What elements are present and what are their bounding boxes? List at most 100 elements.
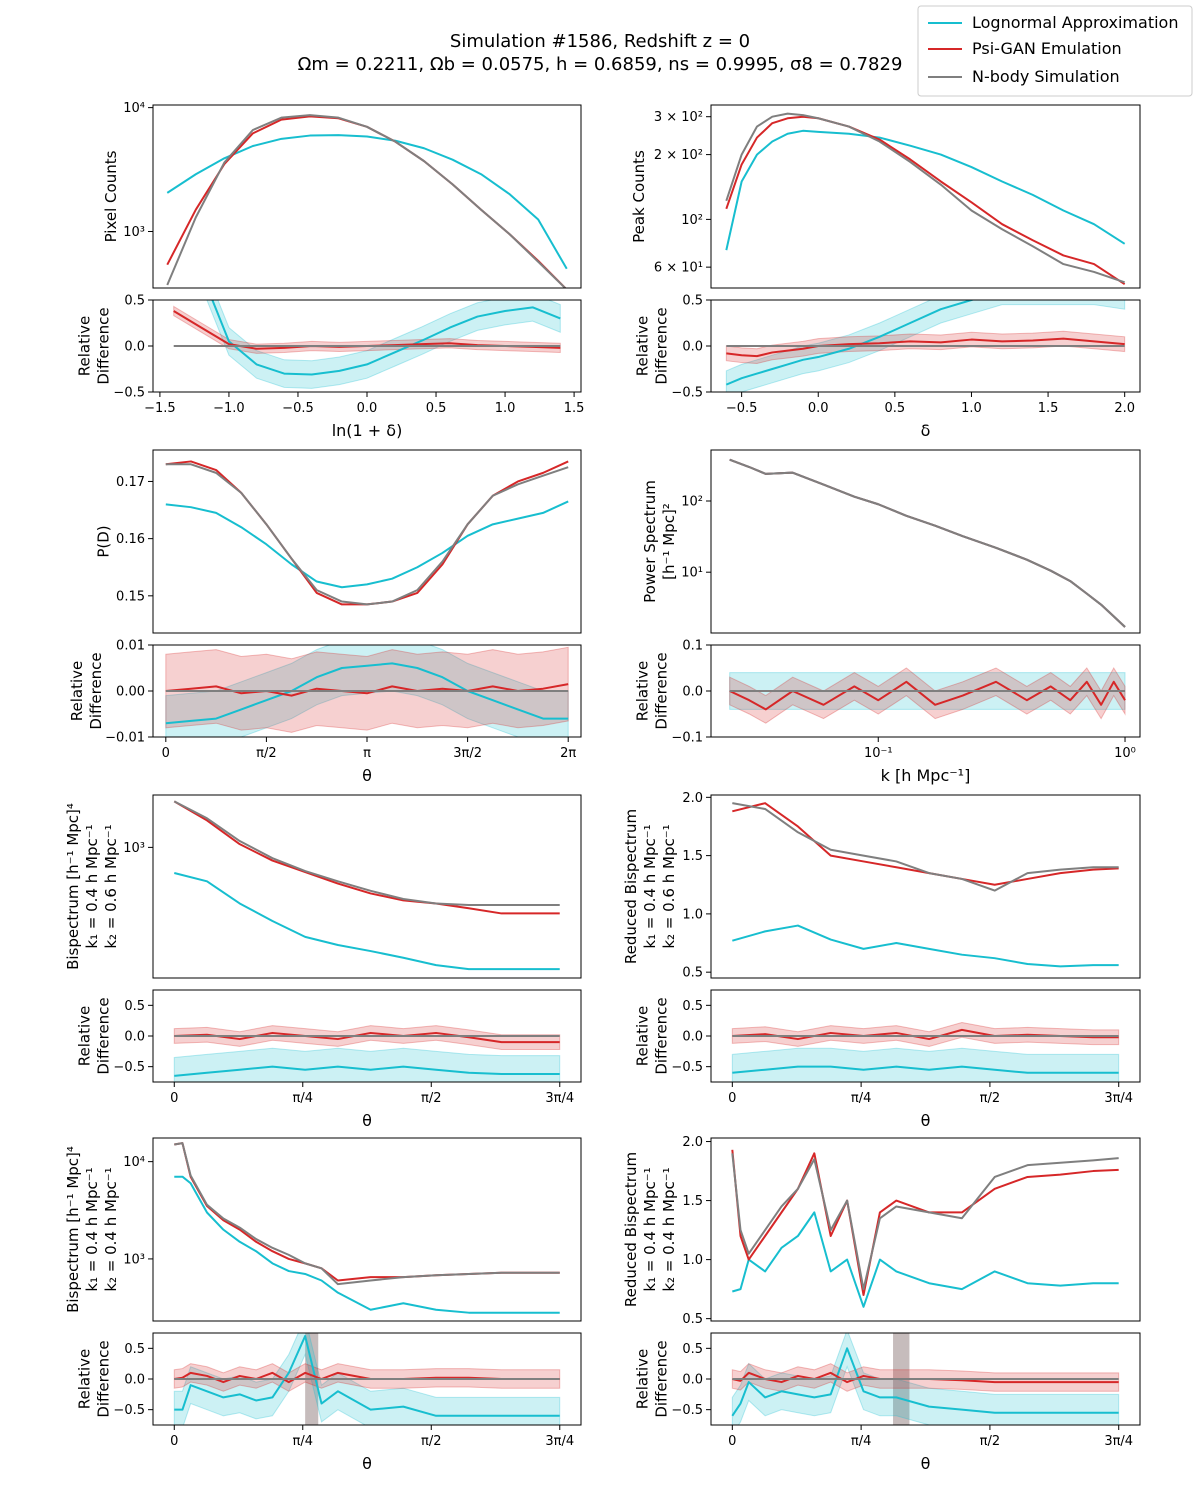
bispectrum-06-line-psigan bbox=[173, 800, 560, 915]
pixel-counts-rel-xlabel: ln(1 + δ) bbox=[332, 421, 403, 440]
bispectrum-04-rel-ytick-label: −0.5 bbox=[113, 1403, 145, 1418]
reduced-bispectrum-06-ylabel: k₁ = 0.4 h Mpc⁻¹ bbox=[641, 824, 659, 948]
reduced-bispectrum-04-rel-xtick-label: π/2 bbox=[980, 1434, 1000, 1449]
peak-counts-rel-line-psigan bbox=[726, 337, 1125, 358]
pixel-counts-rel-xtick-label: −0.5 bbox=[282, 401, 314, 416]
reduced-bispectrum-06-rel-band-psigan bbox=[731, 1021, 1120, 1047]
pd-rel-line-lognormal bbox=[165, 662, 569, 725]
bispectrum-04-line-lognormal bbox=[174, 1175, 560, 1314]
bispectrum-06-rel-line-lognormal bbox=[174, 1065, 560, 1077]
reduced-bispectrum-04-rel-ytick-label: 0.0 bbox=[682, 1373, 703, 1388]
pd-rel-xtick-label: π bbox=[363, 746, 371, 761]
bispectrum-04-rel-ytick-label: 0.0 bbox=[124, 1373, 145, 1388]
bispectrum-04-ylabel: k₁ = 0.4 h Mpc⁻¹ bbox=[83, 1167, 101, 1291]
bispectrum-06-line-nbody bbox=[173, 800, 560, 907]
legend-label-psigan: Psi-GAN Emulation bbox=[972, 39, 1122, 58]
reduced-bispectrum-04-rel-xtick-label: 0 bbox=[728, 1434, 736, 1449]
reduced-bispectrum-04-frame bbox=[710, 1137, 1141, 1322]
pixel-counts-rel-xtick-label: 1.0 bbox=[495, 401, 516, 416]
bispectrum-06-rel-panel: −0.5 0.0 0.5 0 π/4 π/2 3π/4 Relative Difference θ bbox=[76, 989, 582, 1130]
bispectrum-04-rel-xtick-label: 3π/4 bbox=[545, 1434, 574, 1449]
bispectrum-04-frame bbox=[152, 1137, 582, 1322]
power-spectrum-panel: 10¹ 10² Power Spectrum [h⁻¹ Mpc]² bbox=[641, 449, 1141, 634]
power-spectrum-rel-plot-area bbox=[729, 667, 1126, 724]
reduced-bispectrum-06-rel-ytick-label: 0.0 bbox=[682, 1030, 703, 1045]
bispectrum-04-rel-xlabel: θ bbox=[362, 1454, 372, 1473]
legend-frame bbox=[917, 5, 1193, 97]
power-spectrum-ytick-label: 10¹ bbox=[681, 566, 703, 581]
pd-ytick-label: 0.15 bbox=[116, 589, 145, 604]
bispectrum-04-rel-ytick-label: 0.5 bbox=[124, 1342, 145, 1357]
peak-counts-ytick-label: 6 × 10¹ bbox=[654, 261, 703, 276]
power-spectrum-rel-ylabel: Relative bbox=[634, 661, 652, 722]
pd-line-lognormal bbox=[165, 500, 569, 589]
bispectrum-06-rel-band-psigan bbox=[173, 1025, 561, 1050]
bispectrum-06-rel-ytick-label: 0.0 bbox=[124, 1030, 145, 1045]
pd-panel: 0.15 0.16 0.17 P(D) bbox=[95, 449, 582, 634]
reduced-bispectrum-04-line-lognormal bbox=[732, 1211, 1119, 1308]
reduced-bispectrum-06-rel-plot-area bbox=[731, 1021, 1120, 1082]
reduced-bispectrum-06-ylabel: Reduced Bispectrum bbox=[622, 809, 640, 964]
peak-counts-panel: 6 × 10¹ 10² 2 × 10² 3 × 10² Peak Counts bbox=[630, 104, 1141, 289]
reduced-bispectrum-06-line-lognormal bbox=[732, 924, 1119, 968]
peak-counts-ytick-label: 3 × 10² bbox=[654, 110, 703, 125]
pd-rel-xtick-label: 3π/2 bbox=[453, 746, 482, 761]
bispectrum-04-rel-line-psigan bbox=[174, 1371, 560, 1384]
pixel-counts-line-lognormal bbox=[166, 134, 568, 270]
bispectrum-04-ylabel: k₂ = 0.4 h Mpc⁻¹ bbox=[102, 1167, 120, 1291]
bispectrum-04-rel-ylabel: Difference bbox=[95, 1340, 113, 1417]
reduced-bispectrum-04-rel-panel: −0.5 0.0 0.5 0 π/4 π/2 3π/4 Relative Difference θ bbox=[634, 1332, 1141, 1473]
reduced-bispectrum-04-rel-ylabel: Relative bbox=[634, 1349, 652, 1410]
bispectrum-04-ytick-label: 10³ bbox=[123, 1252, 145, 1267]
pd-rel-ytick-label: −0.01 bbox=[105, 731, 145, 746]
reduced-bispectrum-06-rel-xtick-label: π/2 bbox=[980, 1091, 1000, 1106]
power-spectrum-rel-xlabel: k [h Mpc⁻¹] bbox=[881, 766, 971, 785]
power-spectrum-line-nbody bbox=[729, 458, 1126, 628]
bispectrum-06-line-lognormal bbox=[174, 872, 560, 971]
reduced-bispectrum-04-rel-ytick-label: 0.5 bbox=[682, 1342, 703, 1357]
reduced-bispectrum-06-rel-ytick-label: −0.5 bbox=[671, 1060, 703, 1075]
reduced-bispectrum-04-ylabel: k₂ = 0.4 h Mpc⁻¹ bbox=[660, 1167, 678, 1291]
legend-label-nbody: N-body Simulation bbox=[972, 67, 1120, 86]
bispectrum-04-rel-panel: −0.5 0.0 0.5 0 π/4 π/2 3π/4 Relative Difference θ bbox=[76, 1332, 582, 1473]
bispectrum-06-rel-ytick-label: −0.5 bbox=[113, 1060, 145, 1075]
pd-rel-plot-area bbox=[165, 645, 569, 737]
reduced-bispectrum-04-ytick-label: 0.5 bbox=[682, 1312, 703, 1327]
peak-counts-line-nbody bbox=[725, 112, 1125, 284]
reduced-bispectrum-04-line-nbody bbox=[731, 1153, 1119, 1291]
bispectrum-06-frame bbox=[152, 794, 582, 979]
power-spectrum-rel-band-psigan bbox=[729, 667, 1126, 724]
reduced-bispectrum-04-line-psigan bbox=[731, 1149, 1119, 1297]
figure-title-line2: Ωm = 0.2211, Ωb = 0.0575, h = 0.6859, ns… bbox=[298, 54, 903, 75]
pixel-counts-rel-xtick-label: −1.5 bbox=[144, 401, 176, 416]
pixel-counts-rel-plot-area bbox=[173, 300, 561, 389]
pixel-counts-frame bbox=[152, 104, 582, 289]
pixel-counts-rel-ytick-label: 0.0 bbox=[124, 340, 145, 355]
legend-label-lognormal: Lognormal Approximation bbox=[972, 13, 1178, 32]
power-spectrum-rel-ytick-label: 0.0 bbox=[682, 685, 703, 700]
pd-frame bbox=[152, 449, 582, 634]
reduced-bispectrum-04-ylabel: Reduced Bispectrum bbox=[622, 1152, 640, 1307]
power-spectrum-frame bbox=[710, 449, 1141, 634]
reduced-bispectrum-06-rel-xlabel: θ bbox=[921, 1111, 931, 1130]
reduced-bispectrum-06-ytick-label: 1.5 bbox=[682, 849, 703, 864]
reduced-bispectrum-04-ytick-label: 2.0 bbox=[682, 1135, 703, 1150]
peak-counts-rel-xtick-label: −0.5 bbox=[726, 401, 758, 416]
bispectrum-06-rel-xtick-label: 3π/4 bbox=[545, 1091, 574, 1106]
bispectrum-04-rel-plot-area bbox=[173, 1333, 561, 1425]
bispectrum-04-rel-band-lognormal bbox=[173, 1333, 561, 1425]
peak-counts-plot-area bbox=[725, 112, 1126, 286]
power-spectrum-rel-xtick-label: 10⁻¹ bbox=[864, 746, 893, 761]
pd-rel-xtick-label: π/2 bbox=[256, 746, 276, 761]
reduced-bispectrum-04-plot-area bbox=[731, 1149, 1119, 1308]
reduced-bispectrum-04-rel-xtick-label: 3π/4 bbox=[1104, 1434, 1133, 1449]
reduced-bispectrum-06-plot-area bbox=[732, 802, 1119, 968]
reduced-bispectrum-06-rel-panel: −0.5 0.0 0.5 0 π/4 π/2 3π/4 Relative Difference θ bbox=[634, 989, 1141, 1130]
pixel-counts-line-psigan bbox=[166, 115, 567, 288]
power-spectrum-ylabel: [h⁻¹ Mpc]² bbox=[660, 503, 678, 580]
pixel-counts-panel: 10³ 10⁴ Pixel Counts bbox=[102, 101, 582, 289]
pixel-counts-plot-area bbox=[166, 114, 568, 288]
pixel-counts-rel-ylabel: Difference bbox=[95, 307, 113, 384]
reduced-bispectrum-06-rel-xtick-label: π/4 bbox=[851, 1091, 871, 1106]
